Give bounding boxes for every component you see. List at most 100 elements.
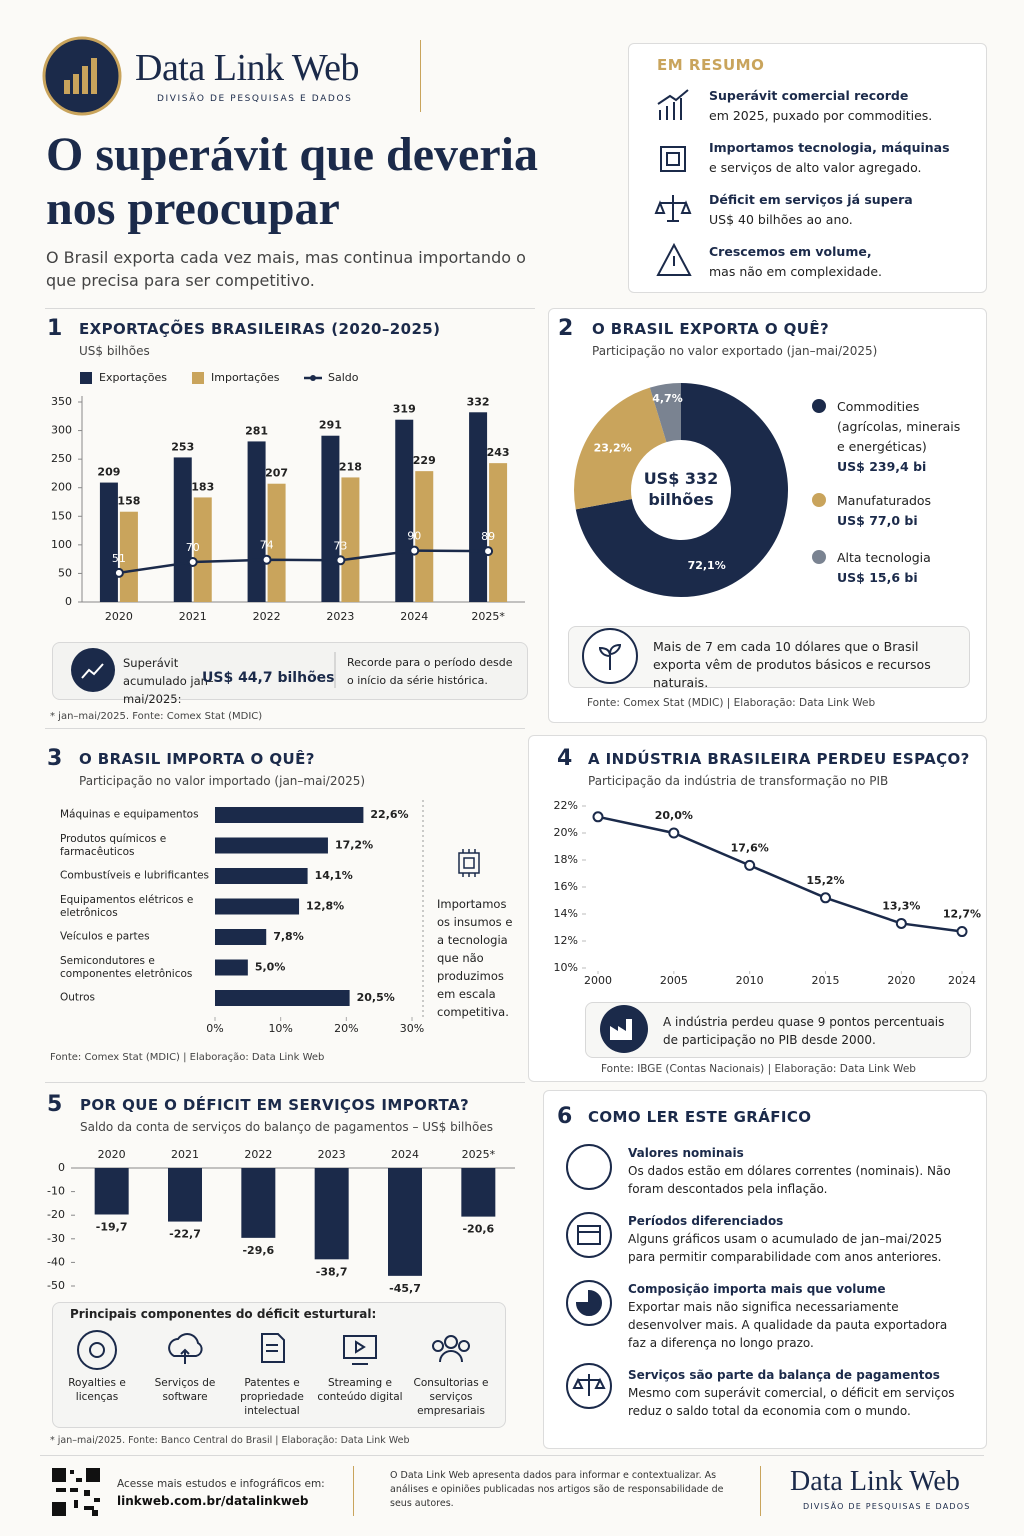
category-label: Semicondutores e componentes eletrônicos [60,954,193,980]
summary-box [628,43,987,293]
summary-title: EM RESUMO [657,56,765,74]
components-title: Principais componentes do déficit esturt… [70,1307,377,1321]
note-box [585,1002,971,1058]
legend-amount: US$ 15,6 bi [837,570,918,585]
summary-strong: Importamos tecnologia, máquinas [709,140,950,155]
bar [193,497,212,602]
note-box [568,626,970,688]
bar [173,457,192,602]
bar [215,990,350,1006]
y-tick-label: 100 [51,538,72,551]
category-label: Combustíveis e lubrificantes [60,869,209,882]
value-label: 89 [481,530,495,543]
value-label: 17,2% [335,839,373,852]
bar [388,1168,422,1276]
y-tick-label: 12% [554,934,578,947]
divider [45,1082,525,1083]
how-to-text: Mesmo com superávit comercial, o déficit… [628,1386,955,1418]
how-to-item: Composição importa mais que volume Export… [628,1280,958,1352]
bar [215,929,267,945]
value-label: 12,7% [943,908,981,921]
value-label: 281 [245,424,268,437]
value-label: 13,3% [882,899,920,912]
section-number: 2 [558,316,574,341]
y-tick-label: 150 [51,509,72,522]
donut-slice [574,387,667,510]
value-label: 15,2% [806,874,844,887]
y-tick-label: -20 [47,1208,65,1221]
section-number: 1 [47,316,63,341]
x-tick-label: 2020 [887,974,915,987]
value-label: 20,5% [357,991,395,1004]
component-label: Royalties e licenças [68,1377,126,1403]
section-subtitle: Saldo da conta de serviços do balanço de… [80,1120,493,1134]
line-point [187,557,198,567]
section-number: 5 [47,1092,63,1117]
bar [241,1168,276,1238]
legend-swatch [310,375,316,381]
x-tick-label: 2020 [105,610,133,623]
line [118,549,489,575]
line-point [820,892,831,904]
x-tick-label: 2024 [391,1148,419,1161]
line-point [592,811,604,823]
legend-dot [812,399,826,413]
value-label: 20,0% [655,809,693,822]
category-label: Outros [60,991,96,1004]
line-point [335,555,346,566]
donut-slice [575,383,788,597]
x-tick-label: 2025* [462,1148,496,1161]
legend-amount: US$ 239,4 bi [837,459,927,474]
x-tick-label: 2021 [179,610,207,623]
x-tick-label: 2000 [584,974,612,987]
value-label: 207 [265,467,288,480]
section-number: 4 [557,746,573,771]
value-label: -22,7 [169,1228,201,1241]
legend-item: Manufaturados US$ 77,0 bi [837,491,962,531]
y-tick-label: 18% [554,853,578,866]
legend-dot [812,550,826,564]
bar [215,959,248,976]
legend-label: Manufaturados [837,493,932,508]
how-to-text: Exportar mais não significa necessariame… [628,1300,948,1350]
callout-note: Recorde para o período desde o início da… [347,656,513,687]
bar [94,1168,129,1215]
how-to-icons [566,1144,612,1409]
bar [215,898,300,915]
slice-label: 72,1% [688,559,726,572]
value-label: 332 [467,395,490,408]
divider [40,1455,984,1456]
legend-label: Commodities (agrícolas, minerais e energ… [837,399,961,454]
category-label: Veículos e partes [60,930,150,943]
summary-strong: Déficit em serviços já supera [709,192,913,207]
footer-tagline: DIVISÃO DE PESQUISAS E DADOS [803,1502,971,1511]
y-tick-label: 350 [51,395,72,408]
legend-item: Commodities (agrícolas, minerais e energ… [837,397,962,477]
line-point [668,827,680,839]
how-to-title: Valores nominais [628,1146,744,1160]
value-label: 319 [393,403,416,416]
footnote: * jan–mai/2025. Fonte: Comex Stat (MDIC) [50,711,263,722]
legend-amount: US$ 77,0 bi [837,513,918,528]
line-point [483,546,494,557]
source: Fonte: Comex Stat (MDIC) | Elaboração: D… [587,697,876,709]
bar [168,1168,202,1222]
summary-icons [654,89,692,276]
callout-box [52,642,528,700]
divider [420,40,421,112]
component-label: Serviços de software [154,1377,216,1403]
y-tick-label: 250 [51,452,72,465]
line-point [261,554,272,565]
line [597,815,963,933]
y-tick-label: 50 [58,566,72,579]
value-label: 218 [339,460,362,473]
value-label: 209 [97,466,120,479]
summary-item: Déficit em serviços já supera US$ 40 bilh… [709,190,969,230]
how-to-item: Serviços são parte da balança de pagamen… [628,1366,958,1420]
summary-item: Superávit comercial recorde em 2025, puxa… [709,86,969,126]
section-number: 3 [47,746,63,771]
divider [45,308,535,309]
component-label: Patentes e propriedade intelectual [240,1377,304,1417]
brand: Data Link Web [135,47,360,89]
